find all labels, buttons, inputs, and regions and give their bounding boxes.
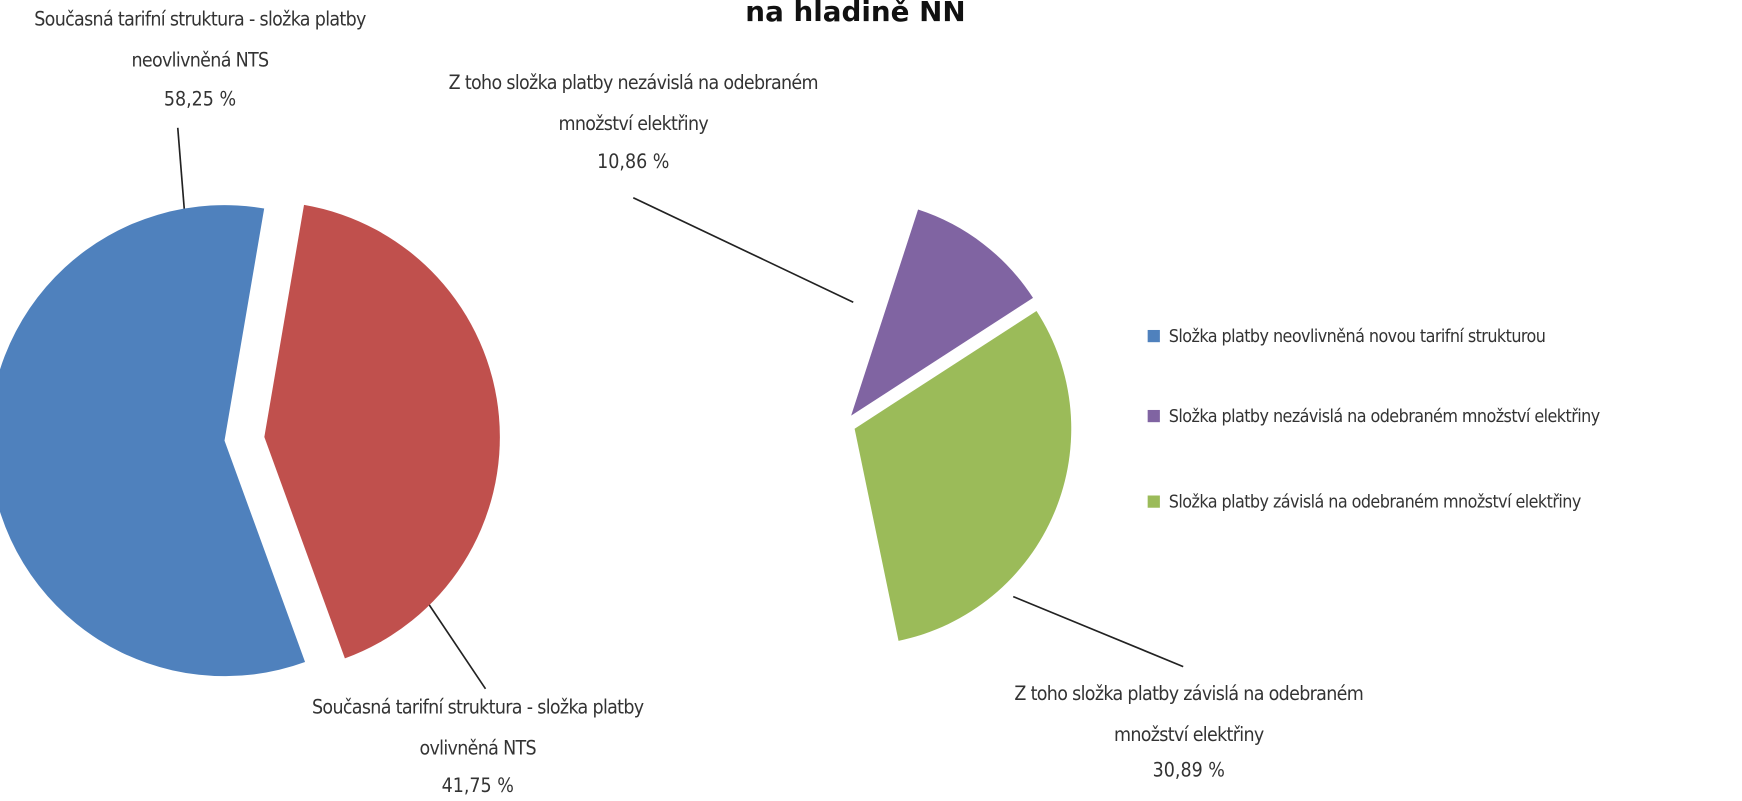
legend-label: Složka platby neovlivněná novou tarifní … xyxy=(1168,325,1546,347)
data-label: Z toho složka platby závislá na odebrané… xyxy=(1014,683,1364,747)
legend-label: Složka platby závislá na odebraném množs… xyxy=(1168,491,1582,513)
value-label: 58,25 % xyxy=(163,88,237,112)
data-label: Z toho složka platby nezávislá na odebra… xyxy=(448,72,819,136)
pie-slice xyxy=(851,209,1034,416)
value-label: 30,89 % xyxy=(1152,759,1225,783)
leader-line xyxy=(1012,595,1184,668)
pie-slice xyxy=(854,311,1072,641)
data-label: Současná tarifní struktura - složka plat… xyxy=(311,696,644,760)
data-label: Současná tarifní struktura - složka plat… xyxy=(34,8,366,73)
value-label: 10,86 % xyxy=(597,151,670,174)
leader-line xyxy=(176,127,186,212)
pie-slice xyxy=(0,205,306,677)
value-label: 41,75 % xyxy=(441,775,514,798)
chart-title: na hladině NN xyxy=(745,0,965,28)
pie-slice xyxy=(264,204,500,659)
legend-swatch xyxy=(1147,409,1160,423)
leader-line xyxy=(421,593,487,690)
leader-line xyxy=(632,197,854,303)
legend-swatch xyxy=(1147,329,1160,343)
legend-label: Složka platby nezávislá na odebraném mno… xyxy=(1168,405,1600,427)
legend-swatch xyxy=(1147,495,1160,508)
